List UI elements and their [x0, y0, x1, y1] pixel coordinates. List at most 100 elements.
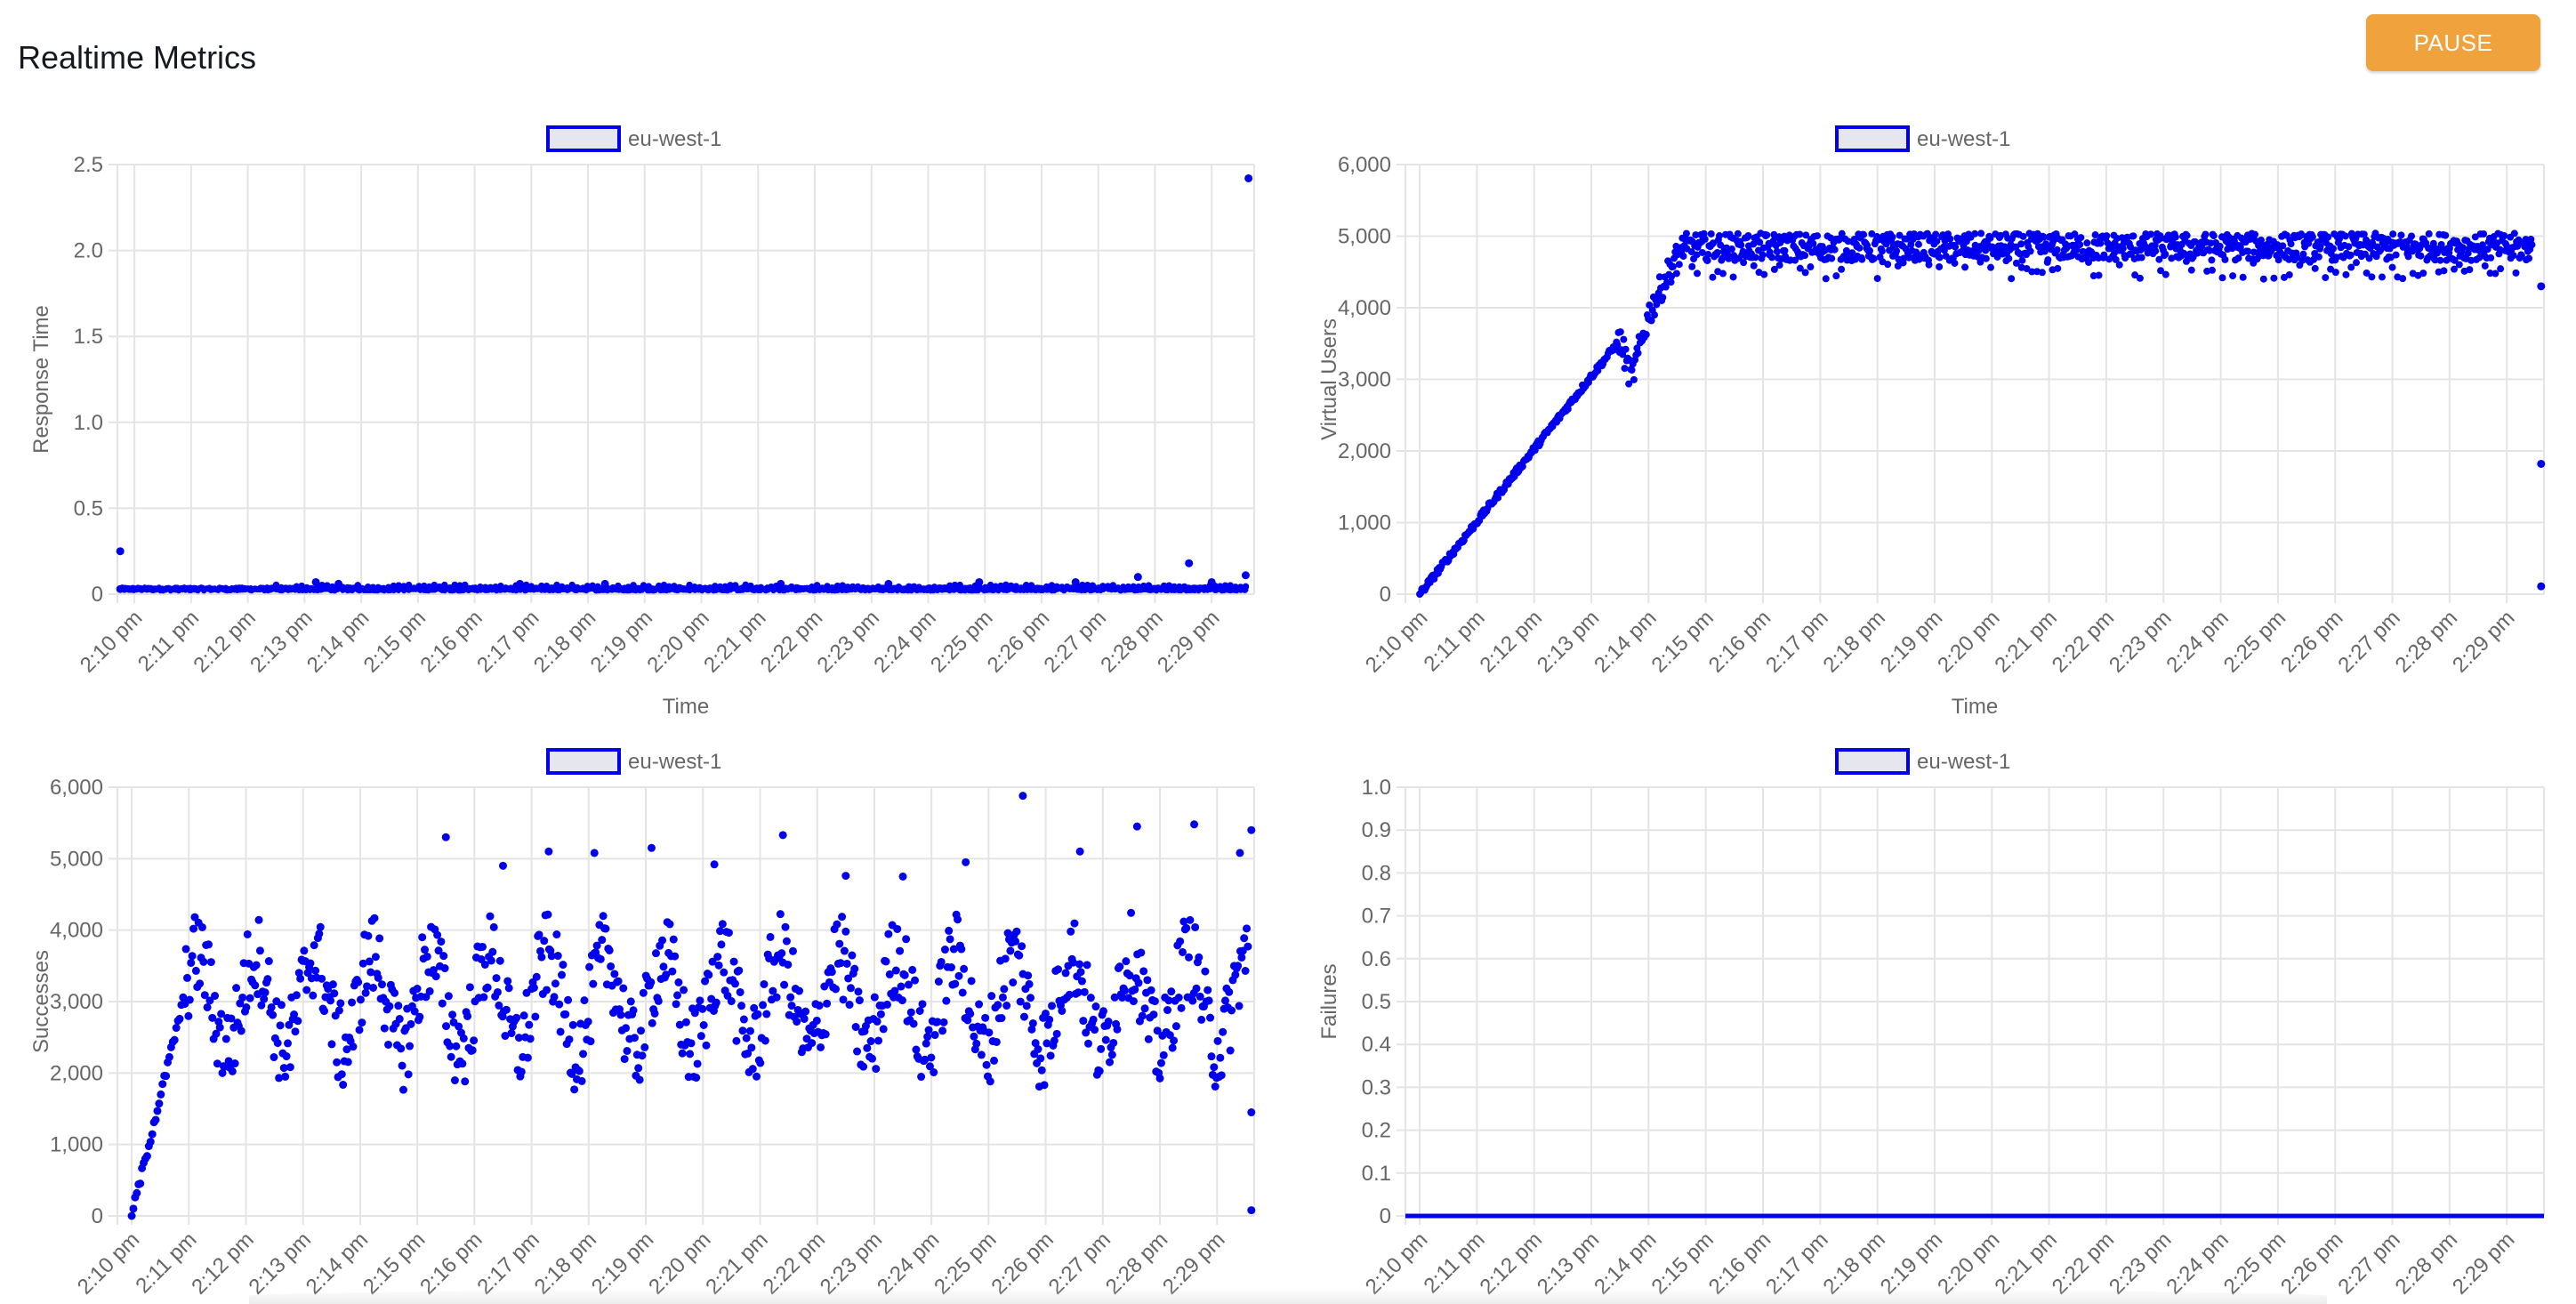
- data-point: [1858, 255, 1866, 263]
- data-point: [917, 1073, 926, 1082]
- data-point: [780, 980, 789, 989]
- data-point: [1176, 583, 1183, 591]
- data-point: [116, 547, 125, 556]
- data-point: [431, 581, 439, 589]
- data-point: [681, 1018, 690, 1026]
- data-point: [133, 1188, 141, 1197]
- data-point: [531, 1012, 540, 1021]
- data-point: [395, 1015, 404, 1024]
- data-point: [1124, 583, 1132, 591]
- x-tick-label: 2:28 pm: [1101, 1228, 1172, 1299]
- data-point: [1518, 463, 1526, 471]
- data-point: [264, 957, 273, 966]
- data-point: [1177, 1003, 1186, 1012]
- data-point: [2043, 258, 2051, 266]
- data-point: [155, 1099, 164, 1108]
- data-point: [1715, 232, 1723, 240]
- data-point: [1694, 270, 1702, 278]
- data-point: [900, 585, 907, 592]
- y-tick-label: 0.6: [1362, 947, 1391, 971]
- data-point: [1059, 584, 1066, 591]
- y-tick-label: 0.4: [1362, 1033, 1391, 1057]
- data-point: [514, 1034, 523, 1042]
- data-point: [1744, 231, 1752, 239]
- data-point: [654, 996, 663, 1005]
- data-point: [1109, 1038, 1118, 1047]
- data-point: [717, 940, 726, 949]
- data-point: [246, 994, 254, 1002]
- pause-button[interactable]: PAUSE: [2366, 14, 2540, 71]
- data-point: [486, 912, 495, 921]
- data-point: [696, 996, 704, 1005]
- data-point: [923, 1033, 932, 1042]
- legend-swatch: [1835, 748, 1910, 775]
- data-point: [2147, 230, 2155, 238]
- data-point: [2080, 254, 2088, 262]
- data-point: [925, 584, 933, 592]
- data-point: [584, 583, 592, 590]
- data-point: [2112, 255, 2120, 263]
- data-point: [153, 1107, 162, 1115]
- data-point: [1191, 584, 1198, 592]
- x-tick-label: 2:20 pm: [642, 606, 713, 677]
- data-point: [441, 833, 450, 841]
- data-point: [908, 965, 917, 974]
- data-point: [986, 581, 994, 589]
- chart-legend[interactable]: eu-west-1: [1835, 125, 2010, 152]
- chart-legend[interactable]: eu-west-1: [1835, 748, 2010, 775]
- data-point: [2296, 262, 2304, 270]
- data-point: [255, 946, 264, 955]
- y-tick-label: 1.0: [74, 411, 103, 435]
- data-point: [455, 1022, 463, 1031]
- data-point: [1125, 971, 1134, 980]
- y-axis-title: Failures: [1317, 963, 1341, 1039]
- data-point: [1022, 1002, 1031, 1010]
- data-point: [2250, 259, 2258, 267]
- data-point: [556, 1027, 565, 1036]
- data-point: [2182, 257, 2190, 265]
- data-point: [692, 1074, 701, 1083]
- data-point: [2316, 243, 2324, 251]
- data-point: [863, 1043, 872, 1052]
- data-point: [404, 1070, 413, 1079]
- data-point: [1234, 962, 1243, 970]
- data-point: [165, 1052, 173, 1061]
- data-point: [1756, 238, 1764, 246]
- x-tick-label: 2:11 pm: [131, 1228, 201, 1298]
- data-point: [480, 960, 489, 969]
- data-point: [1227, 582, 1235, 589]
- data-point: [170, 1035, 179, 1044]
- data-point: [686, 1050, 695, 1058]
- chart-legend[interactable]: eu-west-1: [546, 748, 721, 775]
- data-point: [158, 1080, 167, 1089]
- data-point: [1910, 254, 1918, 262]
- data-point: [1247, 825, 1256, 834]
- data-point: [189, 924, 198, 933]
- data-point: [599, 912, 608, 921]
- data-point: [1992, 248, 2000, 256]
- data-point: [1131, 985, 1139, 994]
- data-point: [680, 585, 688, 592]
- data-point: [884, 930, 893, 938]
- data-point: [744, 1049, 753, 1058]
- data-point: [941, 584, 948, 592]
- data-point: [609, 584, 616, 592]
- data-point: [992, 1037, 1001, 1046]
- data-point: [732, 1036, 741, 1045]
- data-point: [724, 929, 733, 938]
- data-point: [316, 922, 325, 931]
- data-point: [1009, 978, 1018, 986]
- data-point: [706, 584, 713, 592]
- data-point: [605, 946, 614, 954]
- data-point: [817, 1042, 825, 1051]
- data-point: [1015, 951, 1024, 960]
- data-point: [2459, 244, 2467, 252]
- data-point: [1621, 365, 1629, 373]
- data-point: [981, 1013, 990, 1022]
- data-point: [854, 583, 862, 591]
- data-point: [458, 1059, 467, 1068]
- data-point: [2089, 272, 2097, 280]
- x-tick-label: 2:15 pm: [359, 606, 431, 677]
- data-point: [704, 970, 713, 979]
- chart-legend[interactable]: eu-west-1: [546, 125, 721, 152]
